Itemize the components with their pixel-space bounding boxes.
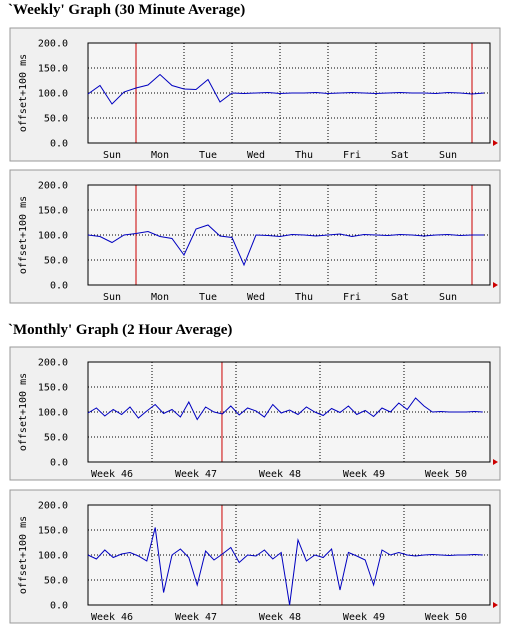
data-line bbox=[87, 397, 483, 421]
y-tick-label: 100.0 bbox=[38, 408, 68, 419]
y-tick-label: 200.0 bbox=[38, 358, 68, 369]
x-tick-label: Sun bbox=[439, 150, 457, 161]
x-tick-label: Thu bbox=[295, 150, 313, 161]
x-tick-label: Week 50 bbox=[425, 469, 467, 480]
x-tick-label: Wed bbox=[247, 292, 265, 303]
y-tick-label: 200.0 bbox=[38, 39, 68, 50]
x-tick-label: Tue bbox=[199, 150, 217, 161]
x-tick-label: Week 50 bbox=[425, 612, 467, 623]
x-tick-label: Thu bbox=[295, 292, 313, 303]
x-tick-label: Mon bbox=[151, 292, 169, 303]
y-tick-label: 50.0 bbox=[44, 256, 68, 267]
x-tick-label: Week 48 bbox=[259, 469, 301, 480]
axis-arrow bbox=[493, 459, 498, 465]
y-tick-label: 150.0 bbox=[38, 383, 68, 394]
plot-border bbox=[87, 361, 491, 463]
x-tick-label: Tue bbox=[199, 292, 217, 303]
axis-arrow bbox=[493, 282, 498, 288]
section-heading: `Weekly' Graph (30 Minute Average) bbox=[8, 2, 245, 18]
y-axis-label: offset+100 ms bbox=[18, 373, 29, 451]
data-line bbox=[87, 73, 485, 105]
y-tick-label: 150.0 bbox=[38, 206, 68, 217]
y-tick-label: 0.0 bbox=[50, 601, 68, 612]
y-tick-label: 0.0 bbox=[50, 281, 68, 292]
plot-border bbox=[87, 42, 491, 144]
y-tick-label: 50.0 bbox=[44, 576, 68, 587]
x-tick-label: Fri bbox=[343, 150, 361, 161]
y-axis-label: offset+100 ms bbox=[18, 196, 29, 274]
x-tick-label: Mon bbox=[151, 150, 169, 161]
y-tick-label: 200.0 bbox=[38, 181, 68, 192]
data-line bbox=[87, 224, 484, 267]
y-tick-label: 0.0 bbox=[50, 139, 68, 150]
y-tick-label: 0.0 bbox=[50, 458, 68, 469]
data-line bbox=[87, 527, 483, 606]
section-heading: `Monthly' Graph (2 Hour Average) bbox=[8, 322, 232, 338]
y-axis-label: offset+100 ms bbox=[18, 54, 29, 132]
y-tick-label: 150.0 bbox=[38, 64, 68, 75]
x-tick-label: Sun bbox=[103, 292, 121, 303]
x-tick-label: Sun bbox=[103, 150, 121, 161]
y-tick-label: 200.0 bbox=[38, 501, 68, 512]
axis-arrow bbox=[493, 602, 498, 608]
x-tick-label: Sat bbox=[391, 292, 409, 303]
x-tick-label: Sat bbox=[391, 150, 409, 161]
x-tick-label: Week 46 bbox=[91, 469, 133, 480]
y-tick-label: 50.0 bbox=[44, 114, 68, 125]
y-axis-label: offset+100 ms bbox=[18, 516, 29, 594]
y-tick-label: 100.0 bbox=[38, 89, 68, 100]
y-tick-label: 100.0 bbox=[38, 551, 68, 562]
x-tick-label: Fri bbox=[343, 292, 361, 303]
x-tick-label: Sun bbox=[439, 292, 457, 303]
x-tick-label: Week 47 bbox=[175, 612, 217, 623]
y-tick-label: 150.0 bbox=[38, 526, 68, 537]
axis-arrow bbox=[493, 140, 498, 146]
y-tick-label: 50.0 bbox=[44, 433, 68, 444]
y-tick-label: 100.0 bbox=[38, 231, 68, 242]
x-tick-label: Week 49 bbox=[343, 612, 385, 623]
x-tick-label: Wed bbox=[247, 150, 265, 161]
x-tick-label: Week 47 bbox=[175, 469, 217, 480]
x-tick-label: Week 49 bbox=[343, 469, 385, 480]
x-tick-label: Week 48 bbox=[259, 612, 301, 623]
x-tick-label: Week 46 bbox=[91, 612, 133, 623]
